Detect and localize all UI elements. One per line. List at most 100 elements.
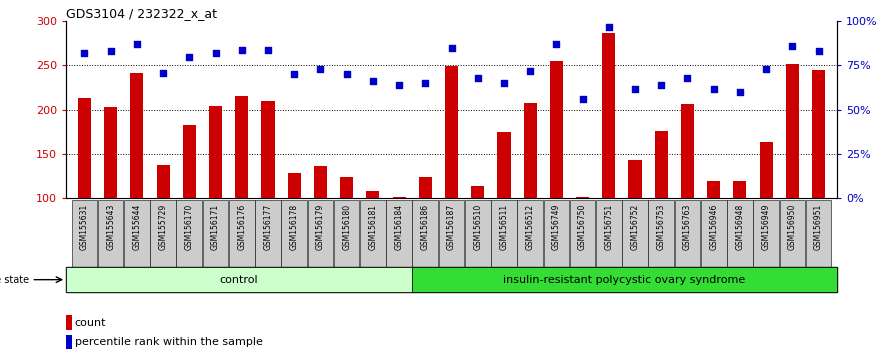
Text: percentile rank within the sample: percentile rank within the sample [75, 337, 263, 347]
Bar [603, 33, 616, 198]
Point [602, 24, 616, 29]
Point [759, 66, 774, 72]
Text: GSM156950: GSM156950 [788, 204, 797, 250]
FancyBboxPatch shape [648, 200, 674, 267]
Text: GSM156510: GSM156510 [473, 204, 482, 250]
Bar [157, 166, 170, 198]
Point [366, 79, 380, 84]
Point [339, 72, 353, 77]
Text: GSM156178: GSM156178 [290, 204, 299, 250]
Text: GSM155631: GSM155631 [80, 204, 89, 250]
Text: GSM156946: GSM156946 [709, 204, 718, 250]
Text: GSM156948: GSM156948 [736, 204, 744, 250]
Text: GSM156951: GSM156951 [814, 204, 823, 250]
Point [550, 41, 564, 47]
Point [575, 96, 589, 102]
FancyBboxPatch shape [229, 200, 255, 267]
Text: GSM156511: GSM156511 [500, 204, 508, 250]
Bar [812, 70, 825, 198]
Text: GSM156180: GSM156180 [342, 204, 352, 250]
Point [470, 75, 485, 81]
Bar [314, 166, 327, 198]
FancyBboxPatch shape [151, 200, 176, 267]
Text: GSM156170: GSM156170 [185, 204, 194, 250]
FancyBboxPatch shape [517, 200, 543, 267]
Point [655, 82, 669, 88]
Bar [262, 101, 275, 198]
Text: GSM156171: GSM156171 [211, 204, 220, 250]
Point [628, 86, 642, 91]
Point [182, 54, 196, 59]
FancyBboxPatch shape [411, 267, 837, 292]
Bar [66, 315, 72, 330]
Bar [287, 173, 300, 198]
Text: GSM156177: GSM156177 [263, 204, 272, 250]
FancyBboxPatch shape [281, 200, 307, 267]
Bar [498, 132, 510, 198]
Point [78, 50, 92, 56]
FancyBboxPatch shape [439, 200, 464, 267]
FancyBboxPatch shape [386, 200, 412, 267]
Point [811, 48, 825, 54]
FancyBboxPatch shape [596, 200, 622, 267]
Text: GSM156186: GSM156186 [421, 204, 430, 250]
FancyBboxPatch shape [176, 200, 202, 267]
Text: GSM156750: GSM156750 [578, 204, 587, 250]
FancyBboxPatch shape [570, 200, 596, 267]
FancyBboxPatch shape [727, 200, 752, 267]
Bar [104, 107, 117, 198]
Text: GSM156184: GSM156184 [395, 204, 403, 250]
Bar [655, 131, 668, 198]
FancyBboxPatch shape [255, 200, 281, 267]
Point [104, 48, 118, 54]
Text: GSM156763: GSM156763 [683, 204, 692, 250]
Point [785, 43, 799, 49]
FancyBboxPatch shape [203, 200, 228, 267]
Text: GSM155644: GSM155644 [132, 204, 141, 250]
Text: GSM156949: GSM156949 [762, 204, 771, 250]
Bar [340, 177, 353, 198]
Text: insulin-resistant polycystic ovary syndrome: insulin-resistant polycystic ovary syndr… [503, 275, 745, 285]
Bar [471, 186, 485, 198]
Text: GSM156751: GSM156751 [604, 204, 613, 250]
Text: GSM155643: GSM155643 [106, 204, 115, 250]
Text: GSM156176: GSM156176 [237, 204, 247, 250]
FancyBboxPatch shape [701, 200, 727, 267]
Point [392, 82, 406, 88]
Bar [209, 106, 222, 198]
Point [707, 86, 721, 91]
Bar [182, 125, 196, 198]
FancyBboxPatch shape [98, 200, 123, 267]
Text: GSM156187: GSM156187 [447, 204, 456, 250]
Bar [66, 335, 72, 349]
FancyBboxPatch shape [124, 200, 150, 267]
Bar [759, 143, 773, 198]
Bar [418, 177, 432, 198]
Bar [550, 61, 563, 198]
Bar [628, 160, 641, 198]
Point [287, 72, 301, 77]
Point [314, 66, 328, 72]
Text: GDS3104 / 232322_x_at: GDS3104 / 232322_x_at [66, 7, 217, 20]
FancyBboxPatch shape [66, 267, 411, 292]
Text: GSM156753: GSM156753 [656, 204, 666, 250]
Point [680, 75, 694, 81]
Point [209, 50, 223, 56]
Bar [523, 103, 537, 198]
FancyBboxPatch shape [465, 200, 491, 267]
Point [444, 45, 458, 51]
Point [261, 47, 275, 52]
Point [733, 89, 747, 95]
Point [497, 80, 511, 86]
Point [523, 68, 537, 74]
Text: GSM156181: GSM156181 [368, 204, 377, 250]
Bar [681, 104, 694, 198]
FancyBboxPatch shape [360, 200, 386, 267]
Bar [733, 181, 746, 198]
FancyBboxPatch shape [622, 200, 648, 267]
Point [130, 41, 144, 47]
Text: GSM156752: GSM156752 [631, 204, 640, 250]
FancyBboxPatch shape [780, 200, 805, 267]
Point [418, 80, 433, 86]
Bar [786, 64, 799, 198]
